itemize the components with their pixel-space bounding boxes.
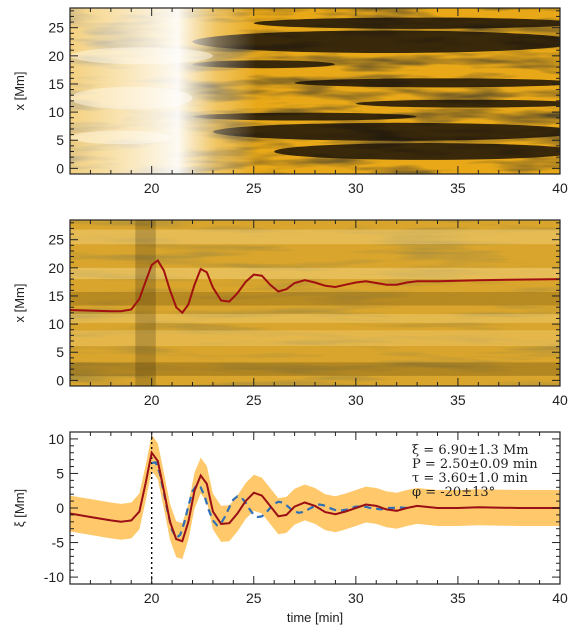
x-tick-label: 40 — [552, 392, 568, 408]
x-tick-label: 30 — [348, 392, 364, 408]
y-tick-label: 15 — [48, 76, 64, 92]
panel-top-heatmap: 20 25 30 35 40 0 5 10 15 20 25 x [Mm] — [12, 7, 568, 196]
y-tick-label: 10 — [48, 104, 64, 120]
y-tick-label: 0 — [56, 500, 64, 516]
y-axis-label: ξ [Mm] — [12, 489, 27, 527]
band-stripe — [70, 313, 560, 323]
x-tick-label: 35 — [450, 392, 466, 408]
ticks: 20 25 30 35 40 -10 -5 0 5 10 — [44, 431, 568, 606]
displacement-line — [70, 450, 560, 543]
x-tick-label: 40 — [552, 590, 568, 606]
panel-middle-heatmap: 20 25 30 35 40 0 5 10 15 20 25 x [Mm] — [12, 219, 568, 408]
ticks: 20 25 30 35 40 0 5 10 15 20 25 — [48, 220, 568, 408]
y-tick-label: 0 — [56, 160, 64, 176]
legend-amplitude: ξ = 6.90±1.3 Mm — [412, 443, 529, 458]
y-tick-label: 25 — [48, 20, 64, 36]
band-stripe — [70, 292, 560, 306]
fit-parameters-legend: ξ = 6.90±1.3 Mm P = 2.50±0.09 min τ = 3.… — [412, 443, 538, 500]
heatmap-bright-region — [70, 8, 560, 174]
x-axis-label: time [min] — [287, 610, 343, 625]
x-tick-label: 30 — [348, 590, 364, 606]
x-tick-label: 25 — [246, 590, 262, 606]
y-axis-label: x [Mm] — [12, 72, 27, 111]
panel-bottom-displacement: 20 25 30 35 40 -10 -5 0 5 10 ξ [Mm] time [min] ξ … — [12, 431, 568, 625]
legend-phase: φ = -20±13° — [412, 485, 495, 500]
band-stripe — [70, 362, 560, 376]
x-tick-label: 35 — [450, 180, 466, 196]
y-tick-label: 20 — [48, 260, 64, 276]
y-tick-label: 0 — [56, 372, 64, 388]
uncertainty-band — [70, 434, 560, 560]
x-tick-label: 30 — [348, 180, 364, 196]
band-stripe — [70, 229, 560, 245]
x-tick-label: 35 — [450, 590, 466, 606]
y-tick-label: -5 — [52, 535, 65, 551]
x-tick-label: 20 — [144, 590, 160, 606]
band-stripe — [70, 267, 560, 280]
y-tick-label: 25 — [48, 232, 64, 248]
x-tick-label: 20 — [144, 392, 160, 408]
legend-damping-time: τ = 3.60±1.0 min — [412, 471, 528, 486]
x-tick-label: 25 — [246, 180, 262, 196]
x-tick-label: 20 — [144, 180, 160, 196]
y-tick-label: -10 — [44, 569, 64, 585]
y-tick-label: 5 — [56, 344, 64, 360]
y-tick-label: 10 — [48, 316, 64, 332]
x-tick-label: 40 — [552, 180, 568, 196]
band-stripe — [70, 330, 560, 347]
heatmap-bands — [70, 220, 560, 386]
y-tick-label: 5 — [56, 132, 64, 148]
y-tick-label: 15 — [48, 288, 64, 304]
y-tick-label: 10 — [48, 431, 64, 447]
dark-flicker-region — [135, 220, 156, 386]
legend-period: P = 2.50±0.09 min — [412, 457, 538, 472]
y-tick-label: 5 — [56, 465, 64, 481]
y-tick-label: 20 — [48, 48, 64, 64]
y-axis-label: x [Mm] — [12, 284, 27, 323]
heatmap-texture — [70, 220, 560, 386]
fitted-position-line — [70, 259, 560, 315]
x-tick-label: 25 — [246, 392, 262, 408]
ticks: 20 25 30 35 40 0 5 10 15 20 25 — [48, 8, 568, 196]
